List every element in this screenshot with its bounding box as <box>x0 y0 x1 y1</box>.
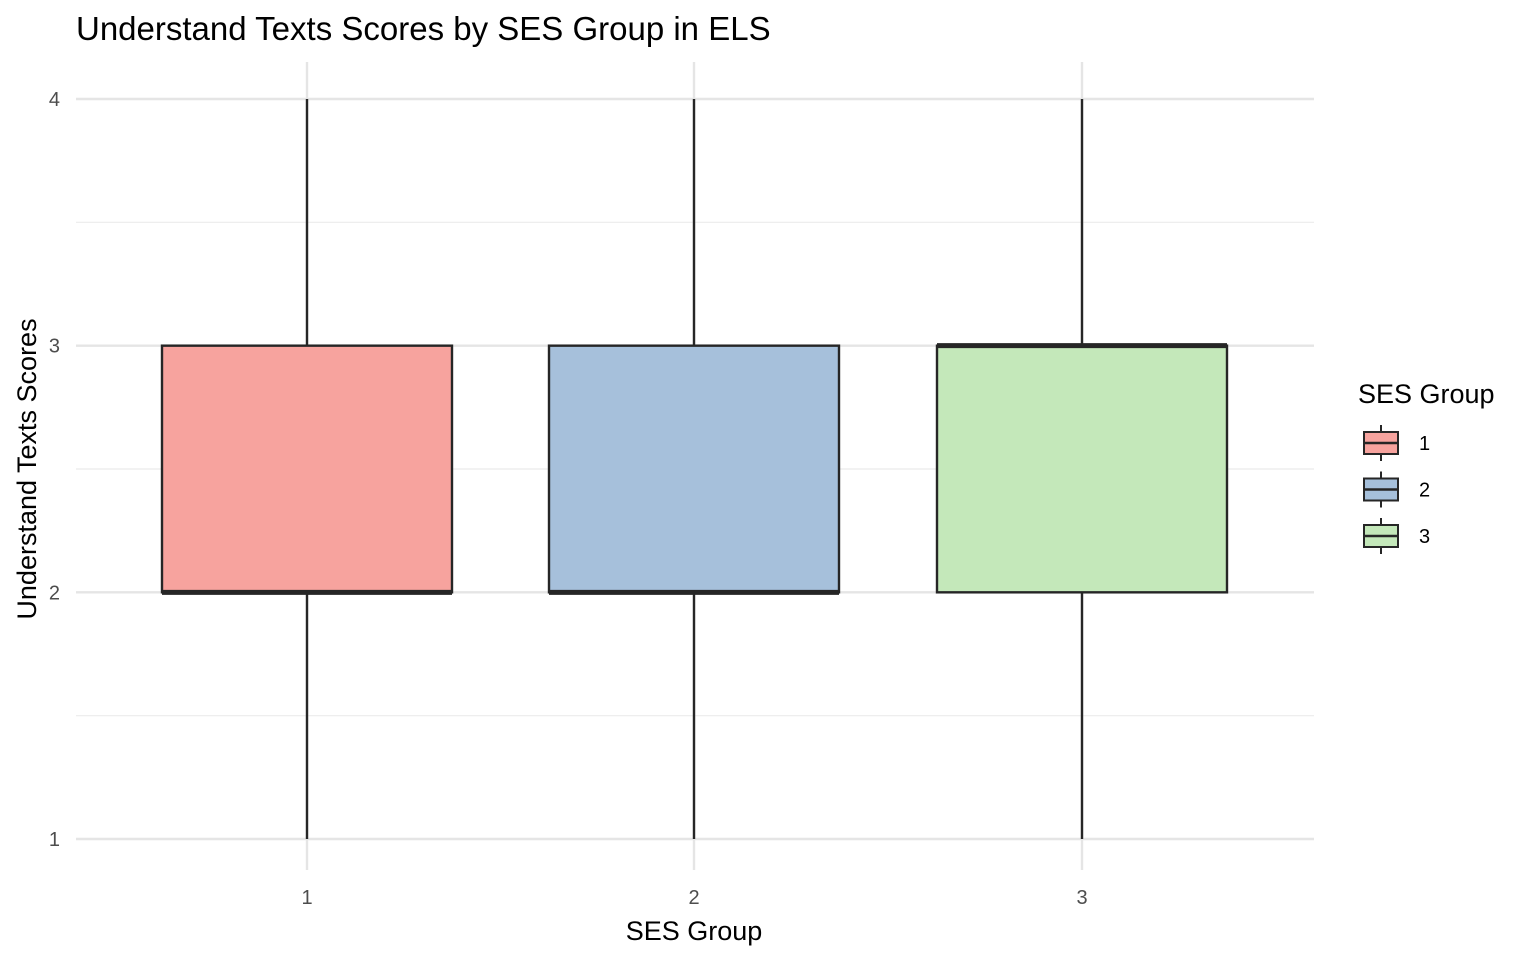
y-axis-title: Understand Texts Scores <box>12 318 42 619</box>
legend-title: SES Group <box>1358 379 1495 409</box>
legend-label: 1 <box>1419 433 1430 455</box>
legend-label: 3 <box>1419 526 1430 548</box>
box-plots <box>160 99 1229 839</box>
box-1 <box>160 99 454 839</box>
chart-title: Understand Texts Scores by SES Group in … <box>76 10 771 47</box>
y-tick-label: 2 <box>49 582 60 604</box>
box-iqr <box>160 344 454 594</box>
legend-item-3: 3 <box>1363 518 1430 554</box>
box-iqr <box>547 344 841 594</box>
box-3 <box>935 99 1229 839</box>
x-tick-label: 2 <box>688 887 699 909</box>
box-2 <box>547 99 841 839</box>
x-tick-label: 1 <box>301 887 312 909</box>
box-iqr <box>935 344 1229 594</box>
y-tick-label: 3 <box>49 336 60 358</box>
y-tick-label: 1 <box>49 829 60 851</box>
x-tick-label: 3 <box>1076 887 1087 909</box>
x-axis-title: SES Group <box>626 916 763 946</box>
y-axis-ticks: 1 2 3 4 <box>49 89 60 851</box>
legend: SES Group 1 2 3 <box>1358 379 1495 554</box>
legend-label: 2 <box>1419 480 1430 502</box>
legend-item-2: 2 <box>1363 471 1430 508</box>
y-tick-label: 4 <box>49 89 60 111</box>
x-axis-ticks: 1 2 3 <box>301 887 1087 909</box>
legend-item-1: 1 <box>1363 425 1430 461</box>
